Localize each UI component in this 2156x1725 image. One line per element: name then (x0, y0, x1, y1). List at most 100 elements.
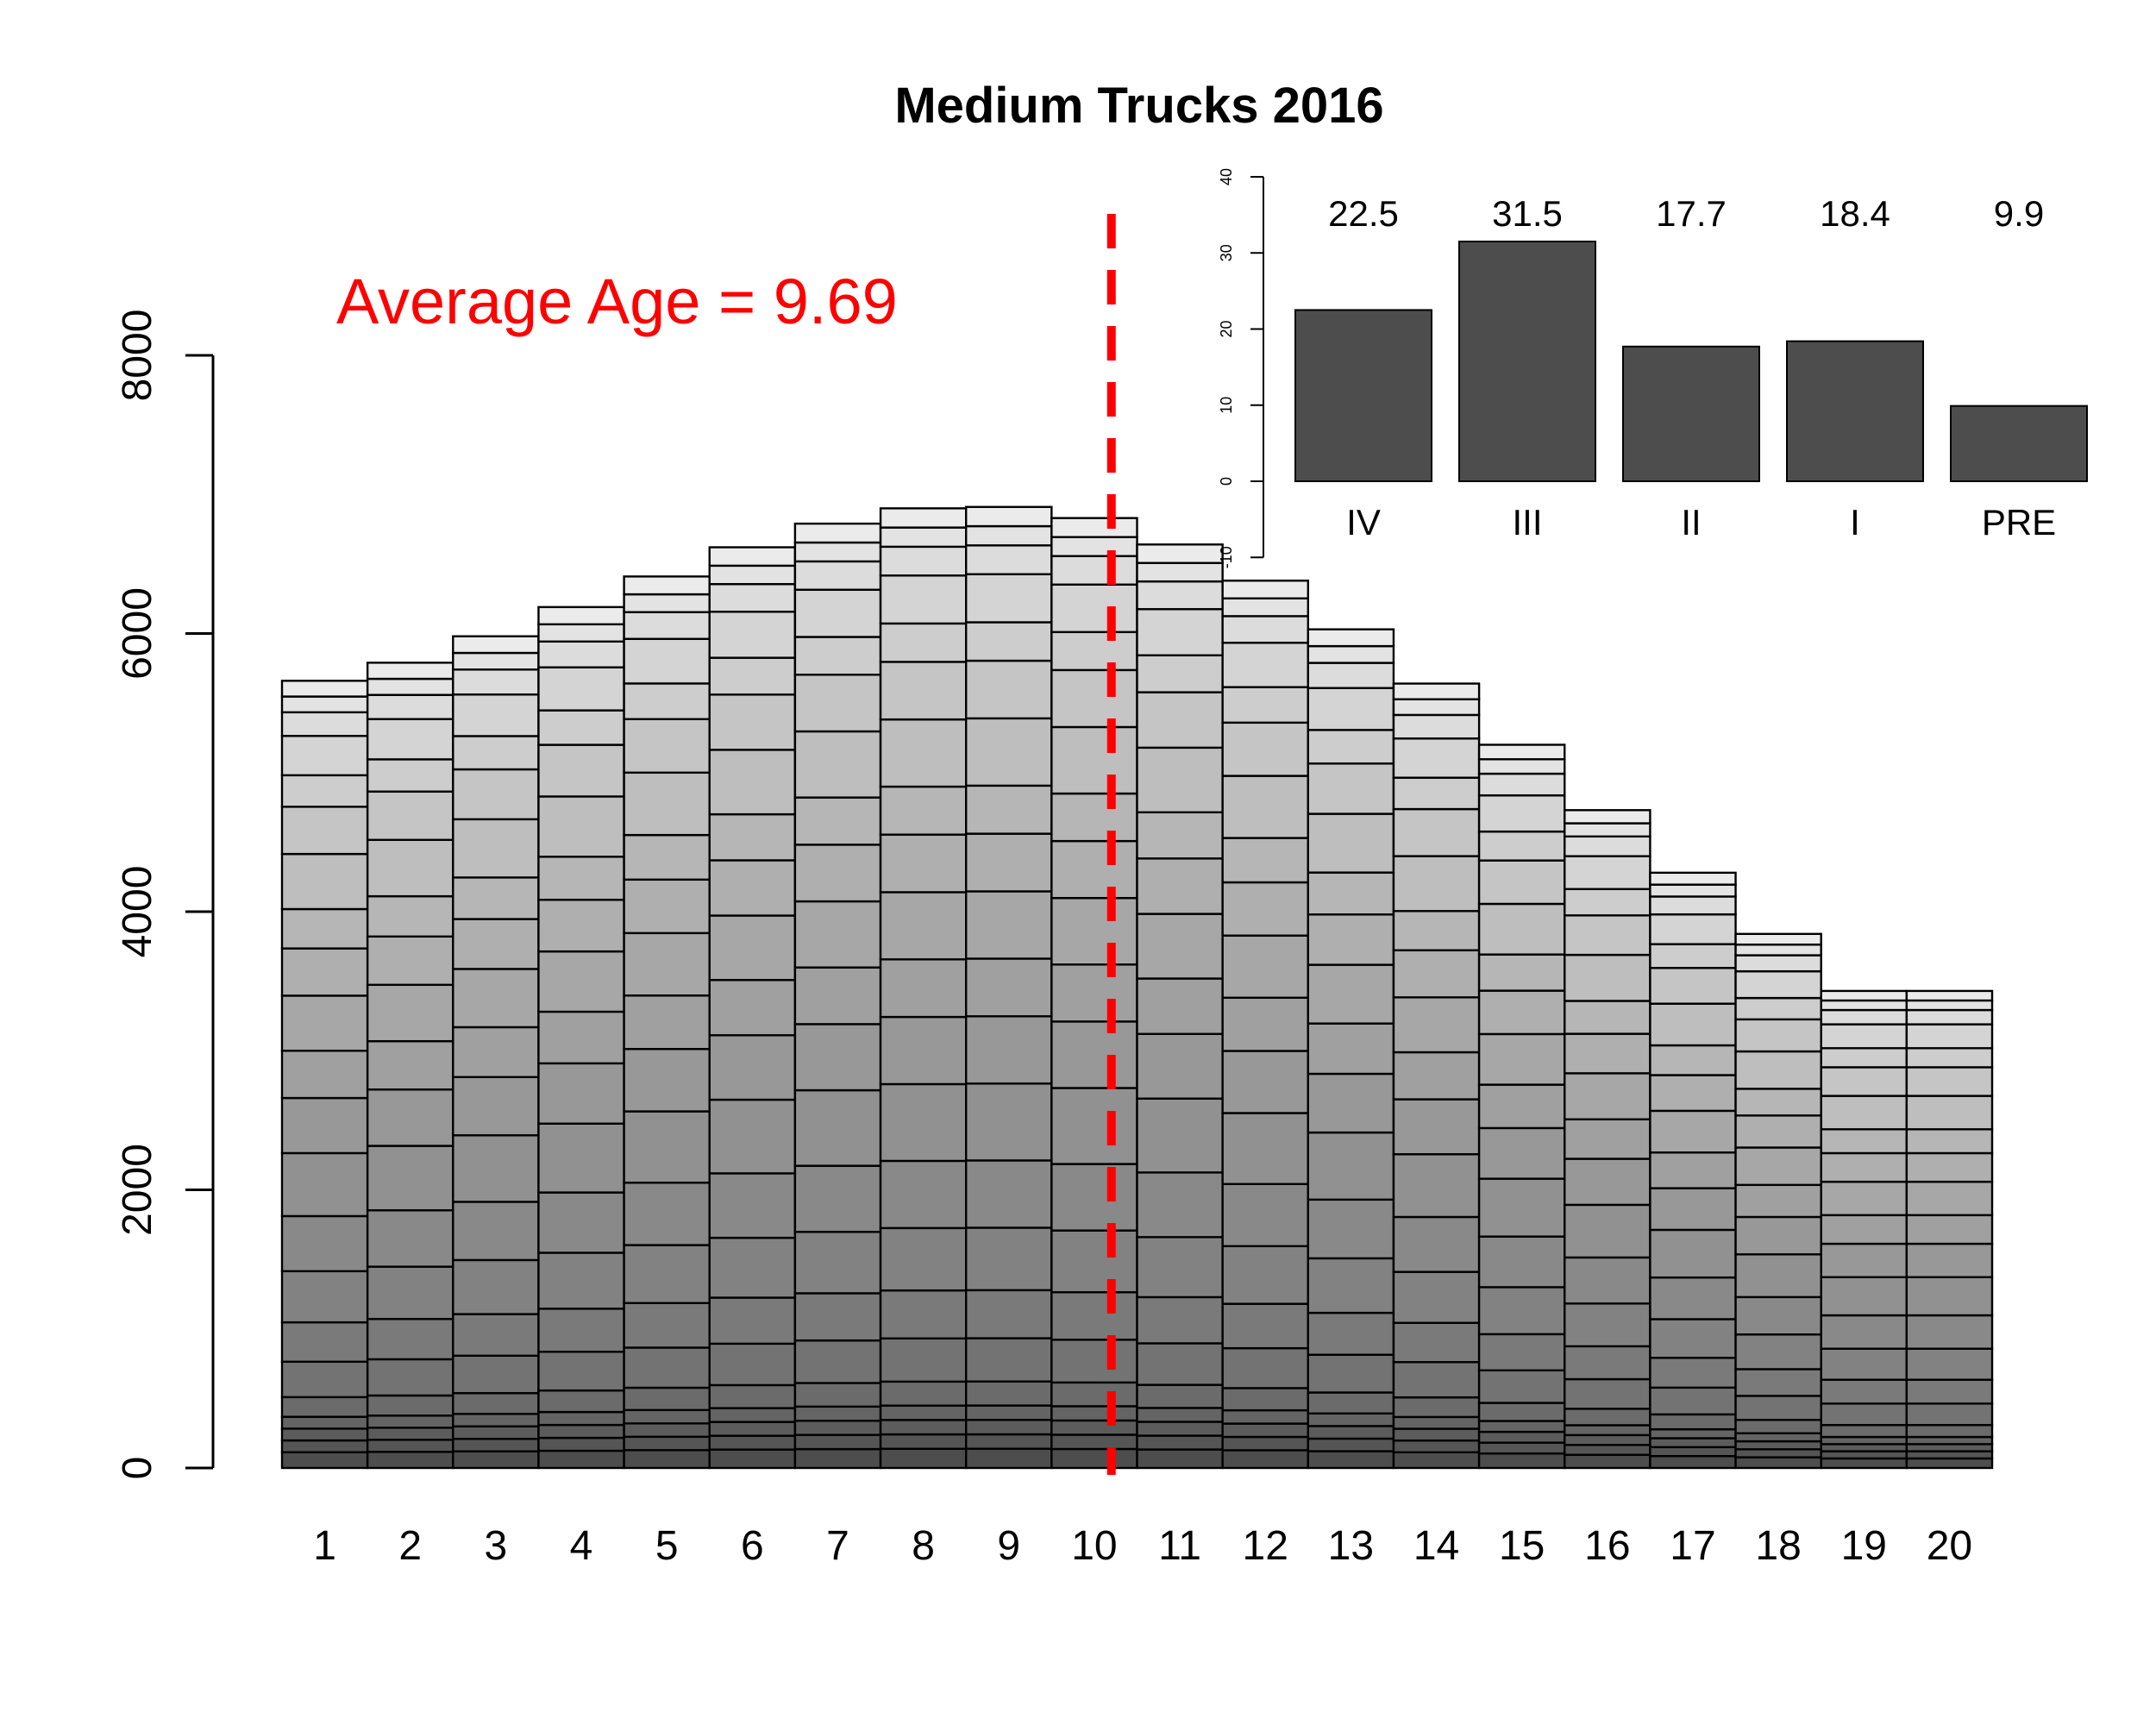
stack-segment (537, 1449, 625, 1470)
stack-segment (1392, 996, 1481, 1054)
stack-segment (1392, 910, 1481, 951)
stack-segment (708, 749, 797, 816)
stack-segment (1050, 1020, 1138, 1089)
stack-segment (708, 1434, 797, 1451)
stack-segment (452, 668, 540, 696)
stack-segment (1477, 1430, 1566, 1444)
stack-segment (879, 891, 968, 961)
inset-y-tick-label: 40 (1218, 168, 1235, 185)
stack-segment (793, 1164, 882, 1233)
stack-segment (1050, 1405, 1138, 1422)
stack-segment (1649, 1074, 1737, 1113)
stack-segment (1649, 895, 1737, 916)
stack-segment (1477, 1402, 1566, 1422)
stack-segment (1136, 1383, 1224, 1409)
inset-bar-II (1622, 345, 1760, 482)
stack-segment (537, 899, 625, 953)
stack-segment (1820, 999, 1908, 1012)
stack-segment (1734, 943, 1822, 957)
main-stacked-bars (280, 505, 1994, 1470)
stack-segment (280, 806, 369, 856)
stack-segment (623, 994, 711, 1051)
stack-segment (1564, 855, 1651, 891)
stack-segment (1905, 1378, 1994, 1405)
main-y-tick-label: 4000 (115, 866, 160, 958)
stack-segment (1905, 1457, 1994, 1470)
stack-segment (1905, 1276, 1994, 1317)
stack-segment (623, 682, 711, 720)
stack-segment (1564, 809, 1651, 825)
stack-segment (1050, 517, 1138, 538)
stack-segment (1905, 1128, 1994, 1155)
stack-segment (1050, 792, 1138, 843)
main-x-tick-label: 7 (826, 1523, 849, 1569)
stack-segment (1050, 1229, 1138, 1294)
stack-segment (1649, 967, 1737, 1005)
stack-segment (1307, 662, 1395, 689)
stack-segment (879, 1404, 968, 1421)
stack-segment (1820, 1457, 1908, 1470)
stack-segment (1477, 1441, 1566, 1455)
stack-segment (1564, 1377, 1651, 1410)
stack-segment (1392, 776, 1481, 811)
stack-segment (879, 1082, 968, 1163)
stack-segment (366, 1394, 454, 1417)
stack-segment (708, 1098, 797, 1175)
stack-segment (1734, 1448, 1822, 1458)
stack-segment (1905, 1023, 1994, 1050)
stack-segment (1820, 1008, 1908, 1026)
stack-segment (537, 1251, 625, 1310)
stack-segment (366, 1427, 454, 1441)
stack-segment (1307, 1022, 1395, 1076)
stack-segment (452, 1392, 540, 1415)
stack-segment (1477, 1126, 1566, 1180)
stacked-bar-16 (1564, 809, 1651, 1470)
stack-segment (1477, 902, 1566, 956)
stack-segment (623, 1048, 711, 1113)
stack-segment (1392, 1153, 1481, 1219)
stack-segment (793, 1292, 882, 1342)
stack-segment (1477, 1083, 1566, 1130)
stack-segment (1820, 1402, 1908, 1427)
stack-segment (964, 1447, 1053, 1470)
stack-segment (1820, 1276, 1908, 1317)
stack-segment (1734, 1018, 1822, 1053)
stack-segment (537, 1122, 625, 1194)
inset-y-tick-label: -10 (1218, 546, 1235, 568)
stack-segment (537, 709, 625, 746)
stack-segment (1649, 1318, 1737, 1359)
stack-segment (1477, 1286, 1566, 1336)
stacked-bar-2 (366, 662, 454, 1470)
inset-category-label: III (1512, 502, 1542, 543)
stack-segment (879, 1015, 968, 1086)
stack-segment (1905, 1443, 1994, 1452)
stack-segment (1649, 1002, 1737, 1047)
main-x-tick-label: 10 (1071, 1523, 1117, 1569)
main-y-axis: 0 2000 4000 6000 8000 (115, 310, 215, 1480)
main-y-tick-label: 0 (115, 1457, 160, 1480)
inset-category-label: I (1850, 502, 1860, 543)
stack-segment (708, 564, 797, 586)
stack-segment (793, 560, 882, 591)
stack-segment (1221, 837, 1310, 884)
stack-segment (1221, 1346, 1310, 1389)
stack-segment (1136, 580, 1224, 611)
stack-segment (1564, 1072, 1651, 1120)
stack-segment (280, 1451, 369, 1470)
stack-segment (1734, 1114, 1822, 1149)
stack-segment (1392, 1098, 1481, 1156)
stack-segment (1905, 1242, 1994, 1278)
stack-segment (793, 522, 882, 544)
stack-segment (1649, 1357, 1737, 1389)
stack-segment (1050, 1339, 1138, 1384)
stack-segment (1477, 953, 1566, 992)
stack-segment (537, 666, 625, 712)
stack-segment (537, 743, 625, 798)
stack-segment (1221, 996, 1310, 1052)
stacked-bar-15 (1477, 743, 1566, 1470)
inset-value-label: 9.9 (1994, 193, 2044, 234)
stack-segment (1649, 913, 1737, 945)
stack-segment (1050, 668, 1138, 729)
stack-segment (623, 575, 711, 596)
stack-segment (879, 507, 968, 529)
